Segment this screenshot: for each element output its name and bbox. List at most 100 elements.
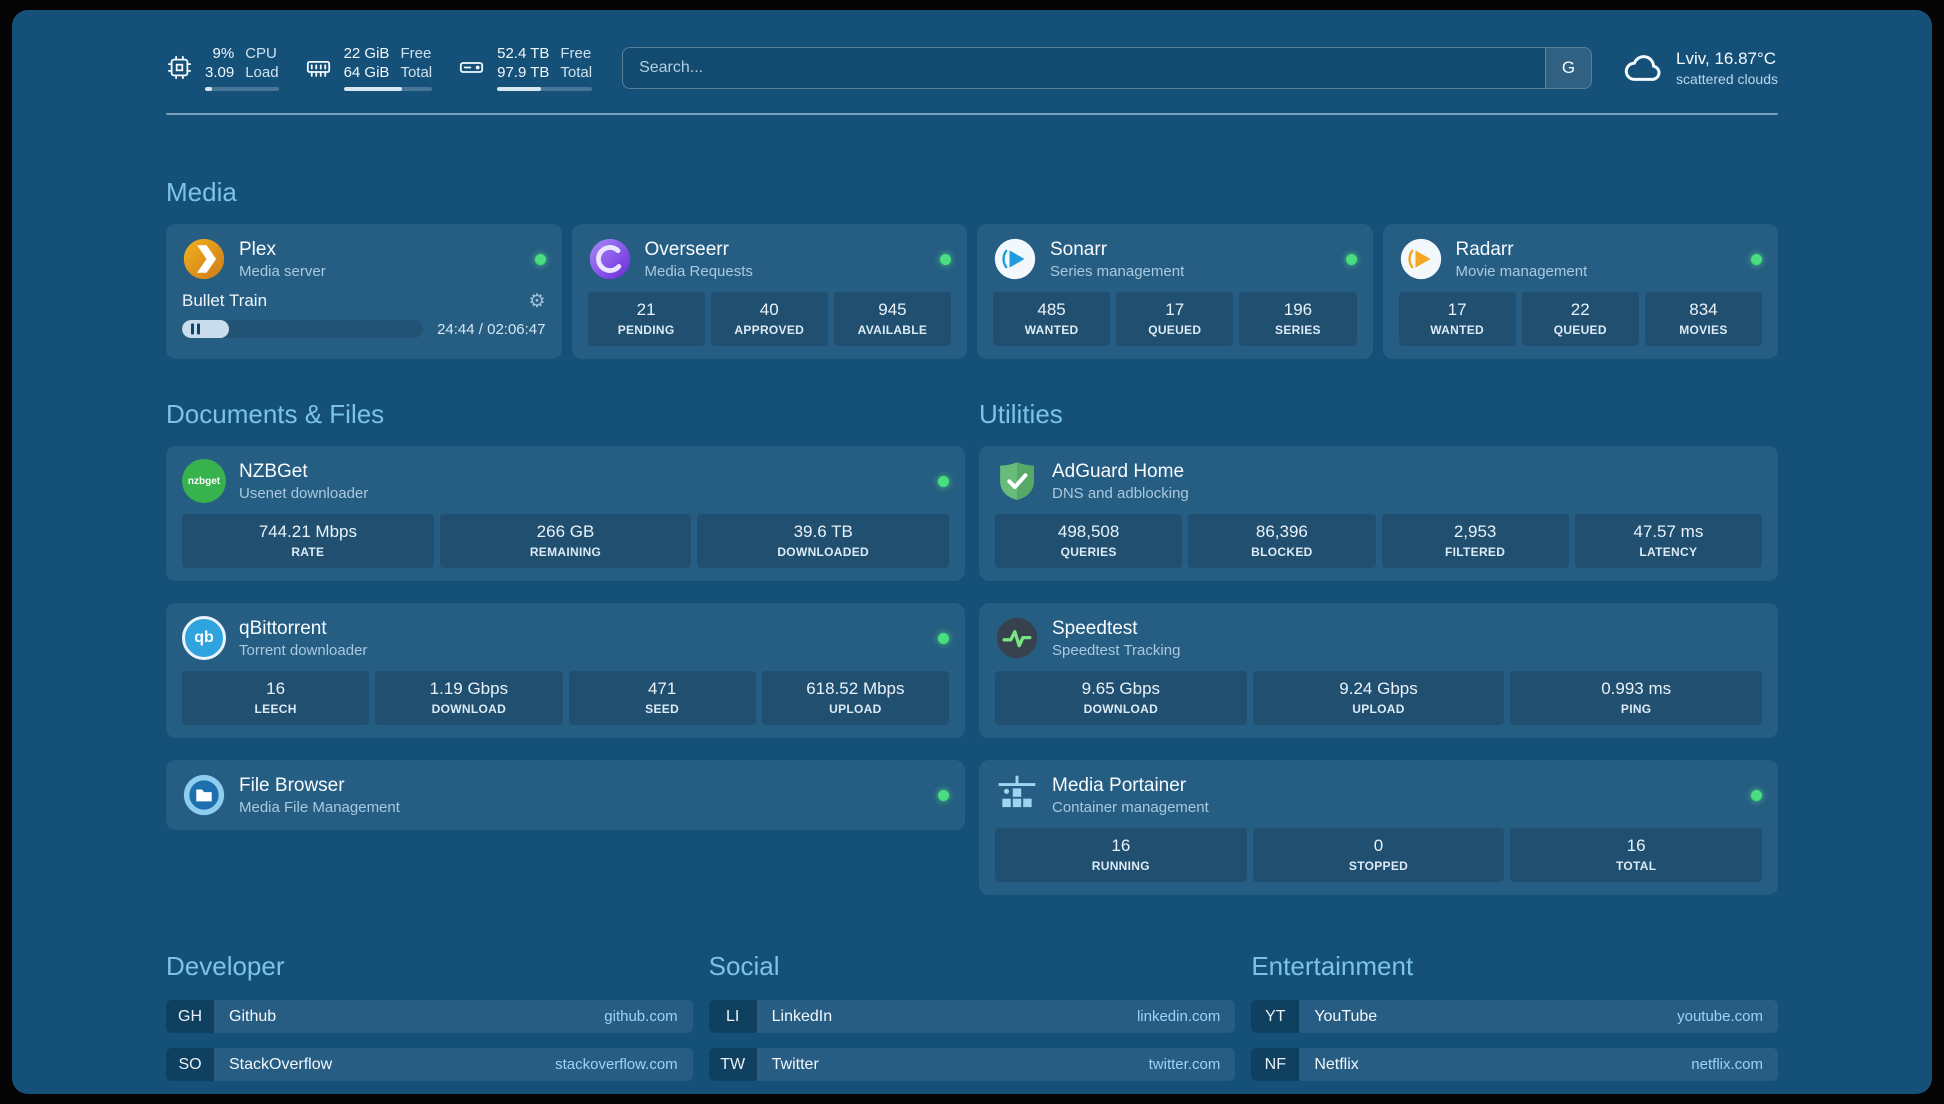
speedtest-icon: [995, 616, 1039, 660]
stat-rate: 744.21 Mbps RATE: [182, 514, 434, 568]
utilities-column: Utilities Ad: [979, 399, 1778, 895]
section-title-documents: Documents & Files: [166, 399, 385, 429]
service-card-plex[interactable]: Plex Media server Bullet Train ⚙: [166, 224, 562, 359]
service-name: Speedtest: [1052, 617, 1138, 639]
bookmark-abbr: GH: [166, 1000, 214, 1033]
service-subtitle: Media File Management: [239, 798, 400, 816]
service-name: Radarr: [1455, 238, 1514, 260]
system-widgets: 9% 3.09 CPU Load: [166, 44, 593, 91]
stat-downloaded: 39.6 TB DOWNLOADED: [697, 514, 950, 568]
service-card-speedtest[interactable]: Speedtest Speedtest Tracking 9.65 Gbps D…: [979, 603, 1778, 738]
pause-icon[interactable]: [191, 323, 200, 335]
bookmark-group-entertainment: Entertainment YT YouTube youtube.com NF: [1251, 951, 1778, 1094]
disk-widget: 52.4 TB 97.9 TB Free Total: [458, 44, 593, 91]
disk-progress-fill: [497, 87, 541, 91]
section-title-social: Social: [708, 951, 780, 981]
bookmark-name: Netflix: [1314, 1055, 1359, 1073]
memory-free-value: 22 GiB: [343, 45, 390, 62]
search-bar: G: [622, 46, 1593, 89]
status-dot: [938, 475, 949, 487]
memory-total-value: 64 GiB: [343, 64, 390, 81]
service-name: NZBGet: [239, 460, 308, 482]
cpu-usage-value: 9%: [212, 45, 235, 62]
stat-available: 945 AVAILABLE: [833, 292, 952, 346]
stat-remaining: 266 GB REMAINING: [439, 514, 692, 568]
stat-upload: 618.52 Mbps UPLOAD: [761, 671, 949, 725]
service-card-radarr[interactable]: Radarr Movie management 17 WANTED 22 QUE…: [1382, 224, 1778, 359]
bookmark-group-developer: Developer GH Github github.com SO: [166, 951, 693, 1094]
service-card-overseerr[interactable]: Overseerr Media Requests 21 PENDING 40 A…: [571, 224, 967, 359]
playback-time: 24:44 / 02:06:47: [437, 320, 546, 338]
bookmark-domain: youtube.com: [1677, 1008, 1763, 1025]
bookmark-linkedin[interactable]: LI LinkedIn linkedin.com: [708, 1000, 1236, 1033]
cpu-progressbar: [205, 87, 279, 91]
service-subtitle: DNS and adblocking: [1052, 484, 1189, 502]
cpu-progress-fill: [205, 87, 212, 91]
service-name: Sonarr: [1050, 238, 1108, 260]
radarr-icon: [1399, 237, 1443, 281]
stat-download: 1.19 Gbps DOWNLOAD: [375, 671, 563, 725]
bookmark-name: StackOverflow: [229, 1055, 333, 1073]
service-card-nzbget[interactable]: nzbget NZBGet Usenet downloader 744.21 M…: [166, 446, 965, 581]
bookmark-netflix[interactable]: NF Netflix netflix.com: [1251, 1048, 1778, 1081]
bookmark-domain: netflix.com: [1691, 1056, 1763, 1073]
cpu-load-value: 3.09: [205, 64, 235, 81]
memory-total-label: Total: [400, 64, 433, 81]
stat-leech: 16 LEECH: [182, 671, 370, 725]
stat-wanted: 17 WANTED: [1398, 292, 1516, 346]
cpu-usage-label: CPU: [245, 45, 277, 62]
bookmark-name: LinkedIn: [771, 1007, 833, 1025]
section-title-media: Media: [166, 177, 237, 207]
gear-icon[interactable]: ⚙: [528, 290, 546, 312]
bookmark-github[interactable]: GH Github github.com: [166, 1000, 693, 1033]
media-card-grid: Plex Media server Bullet Train ⚙: [166, 224, 1778, 359]
search-provider-button[interactable]: G: [1545, 47, 1592, 88]
stat-stopped: 0 STOPPED: [1252, 828, 1505, 882]
service-subtitle: Usenet downloader: [239, 484, 369, 502]
cpu-icon: [166, 54, 193, 81]
status-dot: [940, 253, 951, 265]
service-card-portainer[interactable]: Media Portainer Container management 16 …: [979, 760, 1778, 895]
cpu-widget: 9% 3.09 CPU Load: [166, 44, 279, 91]
plex-icon: [182, 237, 226, 281]
bookmark-group-social: Social LI LinkedIn linkedin.com TW: [708, 951, 1236, 1094]
search-input[interactable]: [623, 47, 1546, 88]
bookmark-twitter[interactable]: TW Twitter twitter.com: [708, 1048, 1236, 1081]
nzbget-icon: nzbget: [182, 459, 226, 503]
service-subtitle: Movie management: [1455, 262, 1588, 280]
service-name: Media Portainer: [1052, 774, 1187, 796]
service-subtitle: Media Requests: [644, 262, 753, 280]
bookmark-name: YouTube: [1314, 1007, 1378, 1025]
bookmark-domain: github.com: [604, 1008, 678, 1025]
cpu-load-label: Load: [245, 64, 279, 81]
bookmark-domain: linkedin.com: [1136, 1008, 1221, 1025]
cloud-icon: [1622, 47, 1664, 89]
filebrowser-icon: [182, 773, 226, 817]
bookmark-abbr: LI: [708, 1000, 757, 1033]
bookmark-youtube[interactable]: YT YouTube youtube.com: [1251, 1000, 1778, 1033]
service-card-filebrowser[interactable]: File Browser Media File Management: [166, 760, 965, 830]
stat-approved: 40 APPROVED: [710, 292, 828, 346]
service-card-adguard[interactable]: AdGuard Home DNS and adblocking 498,508 …: [979, 446, 1778, 581]
memory-free-label: Free: [400, 45, 432, 62]
stat-running: 16 RUNNING: [995, 828, 1247, 882]
service-name: Plex: [239, 238, 276, 260]
bookmark-stackoverflow[interactable]: SO StackOverflow stackoverflow.com: [166, 1048, 693, 1081]
playback-progressbar[interactable]: [182, 320, 424, 338]
section-title-entertainment: Entertainment: [1251, 951, 1414, 981]
stat-ping: 0.993 ms PING: [1510, 671, 1763, 725]
adguard-icon: [995, 459, 1039, 503]
weather-condition: scattered clouds: [1676, 70, 1778, 87]
service-name: qBittorrent: [239, 617, 327, 639]
stat-total: 16 TOTAL: [1510, 828, 1763, 882]
section-title-developer: Developer: [166, 951, 285, 981]
playback-progress-fill: [182, 320, 229, 338]
weather-location: Lviv, 16.87°C: [1676, 48, 1777, 68]
bookmark-domain: stackoverflow.com: [555, 1056, 678, 1073]
service-card-sonarr[interactable]: Sonarr Series management 485 WANTED 17 Q…: [977, 224, 1373, 359]
service-card-qbittorrent[interactable]: qb qBittorrent Torrent downloader 16 LEE…: [166, 603, 965, 738]
service-subtitle: Speedtest Tracking: [1052, 641, 1181, 659]
status-dot: [1751, 253, 1762, 265]
disk-free-value: 52.4 TB: [497, 45, 550, 62]
bookmark-abbr: SO: [166, 1048, 214, 1081]
